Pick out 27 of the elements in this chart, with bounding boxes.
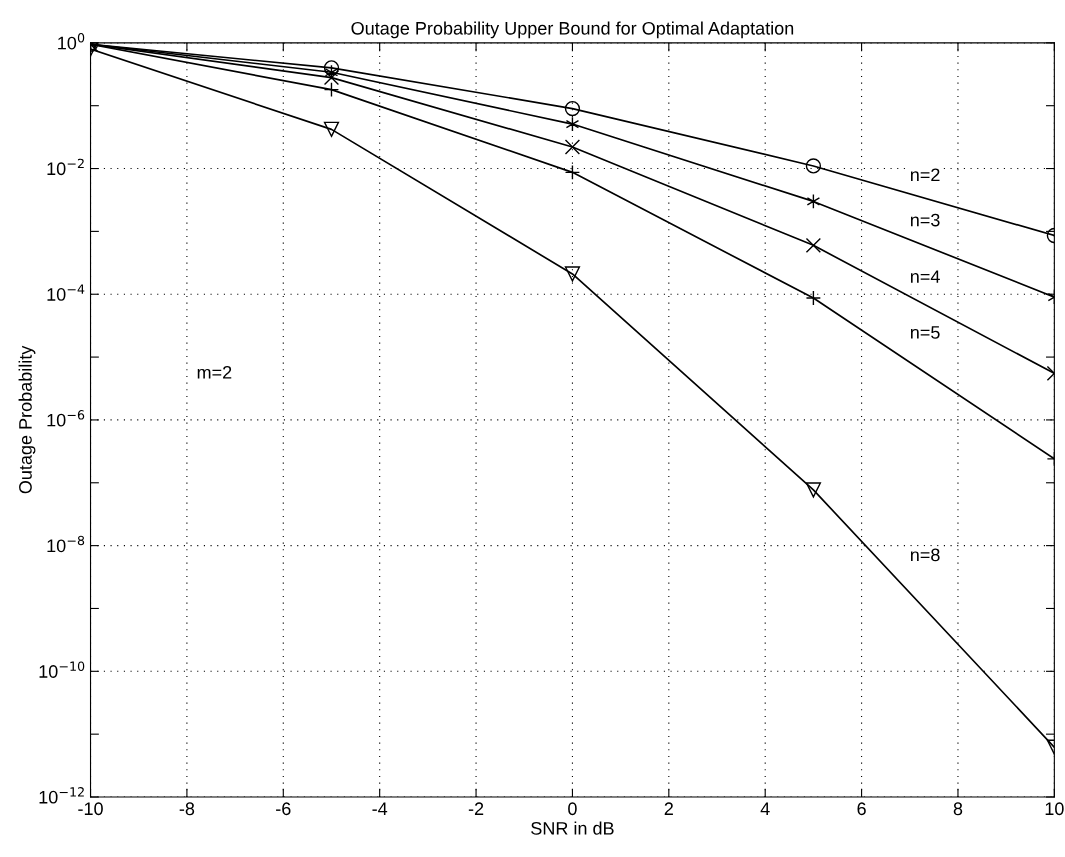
y-tick-label: 10$^{−8}$ [47,535,85,553]
annotation: n=4 [910,270,940,283]
x-tick-label: -4 [372,802,388,815]
y-tick-label: 10$^{−12}$ [39,787,84,804]
annotation: n=3 [910,213,940,227]
x-tick-label: 2 [664,802,673,815]
x-tick-label: -8 [179,802,195,816]
x-tick-label: 6 [857,802,866,816]
x-tick-label: 4 [760,802,770,815]
y-tick-label: 10$^{−10}$ [39,661,85,678]
y-tick-label: 10$^{−6}$ [47,410,85,427]
x-tick-label: -6 [276,802,291,816]
x-tick-label: 8 [953,802,963,816]
x-tick-label: -10 [78,802,103,816]
x-tick-label: 0 [568,802,577,816]
annotation: n=2 [910,168,940,182]
x-tick-label: -2 [468,802,484,815]
annotation: n=8 [910,548,940,562]
annotation: m=2 [197,365,232,379]
y-axis-title: Outage Probability [18,345,36,494]
y-tick-label: 10$^{−2}$ [47,158,84,176]
x-axis-title: SNR in dB [531,821,614,835]
y-tick-label: 10$^{−4}$ [47,284,85,301]
x-tick-label: 10 [1045,802,1064,816]
y-tick-label: 10$^{0}$ [58,32,85,50]
annotation: n=5 [910,326,940,339]
chart-title: Outage Probability Upper Bound for Optimal Adaptation [351,21,794,39]
